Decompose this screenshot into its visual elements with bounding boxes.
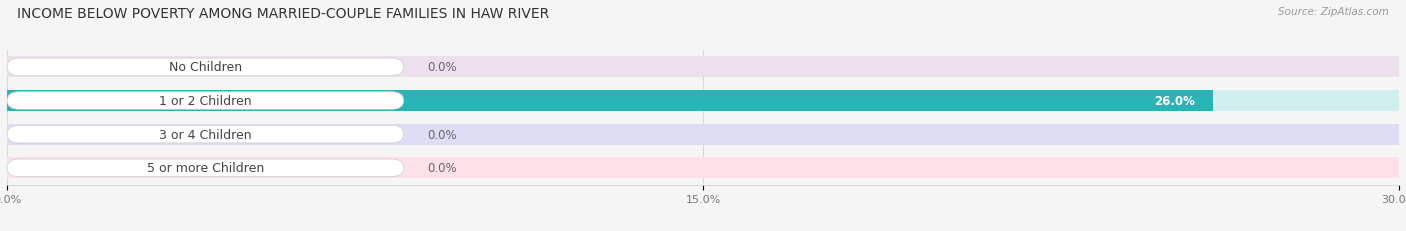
FancyBboxPatch shape: [7, 92, 404, 110]
Text: INCOME BELOW POVERTY AMONG MARRIED-COUPLE FAMILIES IN HAW RIVER: INCOME BELOW POVERTY AMONG MARRIED-COUPL…: [17, 7, 550, 21]
Text: No Children: No Children: [169, 61, 242, 74]
Text: 1 or 2 Children: 1 or 2 Children: [159, 94, 252, 108]
Bar: [7, 91, 1213, 111]
Text: 26.0%: 26.0%: [1154, 94, 1195, 108]
Text: Source: ZipAtlas.com: Source: ZipAtlas.com: [1278, 7, 1389, 17]
Bar: [7, 158, 1399, 178]
Text: 0.0%: 0.0%: [427, 161, 457, 175]
Text: 0.0%: 0.0%: [427, 61, 457, 74]
Bar: [7, 124, 1399, 145]
Bar: [7, 57, 1399, 78]
Text: 3 or 4 Children: 3 or 4 Children: [159, 128, 252, 141]
FancyBboxPatch shape: [7, 126, 404, 143]
Text: 5 or more Children: 5 or more Children: [146, 161, 264, 175]
FancyBboxPatch shape: [7, 59, 404, 76]
FancyBboxPatch shape: [7, 159, 404, 177]
Text: 0.0%: 0.0%: [427, 128, 457, 141]
Bar: [7, 91, 1399, 111]
